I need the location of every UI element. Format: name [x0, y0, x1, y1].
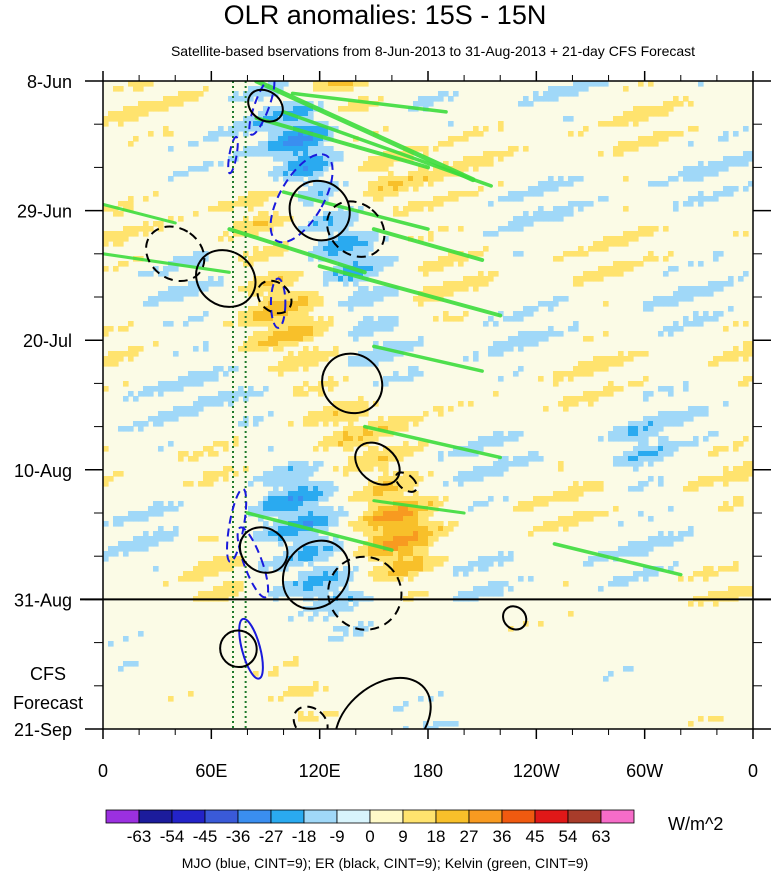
colorbar-swatch-15 [600, 809, 635, 824]
chart-title: OLR anomalies: 15S - 15N [224, 0, 547, 30]
er-contour-11 [327, 555, 403, 631]
mjo-contour-3 [269, 277, 287, 329]
colorbar-label-5: -18 [292, 827, 317, 846]
er-contour-3 [288, 179, 351, 242]
er-contour-9 [238, 526, 289, 574]
kelvin-contour-10 [372, 344, 484, 373]
kelvin-contour-0 [254, 81, 476, 183]
er-contour-5 [247, 88, 284, 123]
er-contour-14 [292, 705, 329, 729]
colorbar-label-2: -45 [193, 827, 218, 846]
y-tick-label-4: 31-Aug [14, 590, 72, 610]
forecast-label-line2: Forecast [13, 693, 83, 713]
colorbar-swatch-10 [435, 809, 470, 824]
kelvin-contour-8 [103, 252, 231, 274]
colorbar-label-1: -54 [160, 827, 185, 846]
er-contour-0 [145, 225, 206, 283]
colorbar-swatch-12 [501, 809, 536, 824]
kelvin-contour-12 [372, 499, 466, 515]
x-tick-label-1: 60E [195, 761, 227, 781]
colorbar-swatch-4 [237, 809, 272, 824]
colorbar-swatch-6 [303, 809, 338, 824]
colorbar-label-3: -36 [226, 827, 251, 846]
colorbar-label-14: 63 [592, 827, 611, 846]
colorbar-swatch-14 [567, 809, 602, 824]
mjo-contour-0 [248, 81, 276, 136]
x-tick-label-0: 0 [98, 761, 108, 781]
er-contour-6 [321, 352, 384, 415]
colorbar-units: W/m^2 [668, 814, 723, 834]
colorbar-swatch-9 [402, 809, 437, 824]
kelvin-contour-9 [317, 264, 503, 318]
colorbar-label-11: 36 [493, 827, 512, 846]
er-contour-7 [354, 441, 401, 486]
mjo-contour-6 [238, 617, 264, 680]
er-contour-12 [219, 629, 258, 669]
colorbar-label-6: -9 [329, 827, 344, 846]
contours-note: MJO (blue, CINT=9); ER (black, CINT=9); … [182, 855, 589, 871]
colorbar-swatch-8 [369, 809, 404, 824]
colorbar-swatch-2 [171, 809, 206, 824]
kelvin-contour-11 [363, 424, 502, 460]
mjo-contour-2 [269, 153, 334, 244]
mjo-contour-1 [227, 135, 239, 175]
colorbar-label-0: -63 [127, 827, 152, 846]
y-tick-label-0: 8-Jun [27, 72, 72, 92]
colorbar-swatch-0 [105, 809, 140, 824]
colorbar-swatch-11 [468, 809, 503, 824]
mjo-contour-4 [226, 487, 248, 563]
forecast-label-line1: CFS [30, 664, 66, 684]
kelvin-contour-4 [103, 202, 177, 225]
colorbar-label-13: 54 [559, 827, 578, 846]
y-axis-ticks: 8-Jun 29-Jun 20-Jul 10-Aug 31-Aug 21-Sep [14, 72, 771, 740]
kelvin-contour-1 [290, 91, 448, 114]
er-contour-13 [334, 676, 432, 729]
x-axis-ticks: 0 60E 120E 180 120W 60W 0 [98, 71, 758, 781]
x-tick-label-3: 180 [413, 761, 443, 781]
colorbar-swatch-5 [270, 809, 305, 824]
colorbar-swatch-7 [336, 809, 371, 824]
kelvin-contour-2 [254, 116, 430, 170]
colorbar-label-9: 18 [427, 827, 446, 846]
kelvin-contour-7 [227, 227, 367, 275]
y-tick-label-1: 29-Jun [17, 202, 72, 222]
colorbar: -63 -54 -45 -36 -27 -18 -9 0 9 18 27 36 45 54 63 [105, 809, 635, 846]
colorbar-swatch-13 [534, 809, 569, 824]
colorbar-swatch-3 [204, 809, 239, 824]
colorbar-label-10: 27 [460, 827, 479, 846]
x-tick-label-6: 0 [748, 761, 758, 781]
kelvin-contour-6 [371, 227, 485, 262]
colorbar-label-4: -27 [259, 827, 284, 846]
colorbar-label-7: 0 [365, 827, 374, 846]
colorbar-label-8: 9 [398, 827, 407, 846]
y-tick-label-5: 21-Sep [14, 720, 72, 740]
er-contour-1 [195, 249, 257, 308]
er-contour-8 [394, 471, 418, 493]
mjo-contour-5 [236, 526, 270, 599]
y-tick-label-3: 10-Aug [14, 461, 72, 481]
y-tick-label-2: 20-Jul [23, 331, 72, 351]
colorbar-label-12: 45 [526, 827, 545, 846]
olr-heatmap-field [103, 81, 753, 729]
kelvin-contour-13 [245, 511, 394, 552]
chart-subtitle: Satellite-based bservations from 8-Jun-2… [171, 43, 695, 59]
colorbar-swatch-1 [138, 809, 173, 824]
x-tick-label-5: 60W [626, 761, 663, 781]
er-contour-10 [281, 539, 351, 610]
kelvin-contour-14 [552, 542, 683, 577]
wave-filter-contours [103, 81, 683, 729]
kelvin-contour-3 [281, 110, 493, 188]
kelvin-contour-5 [281, 190, 430, 231]
er-contour-2 [256, 279, 293, 315]
er-contour-15 [502, 605, 528, 631]
x-tick-label-4: 120W [513, 761, 560, 781]
x-tick-label-2: 120E [299, 761, 341, 781]
